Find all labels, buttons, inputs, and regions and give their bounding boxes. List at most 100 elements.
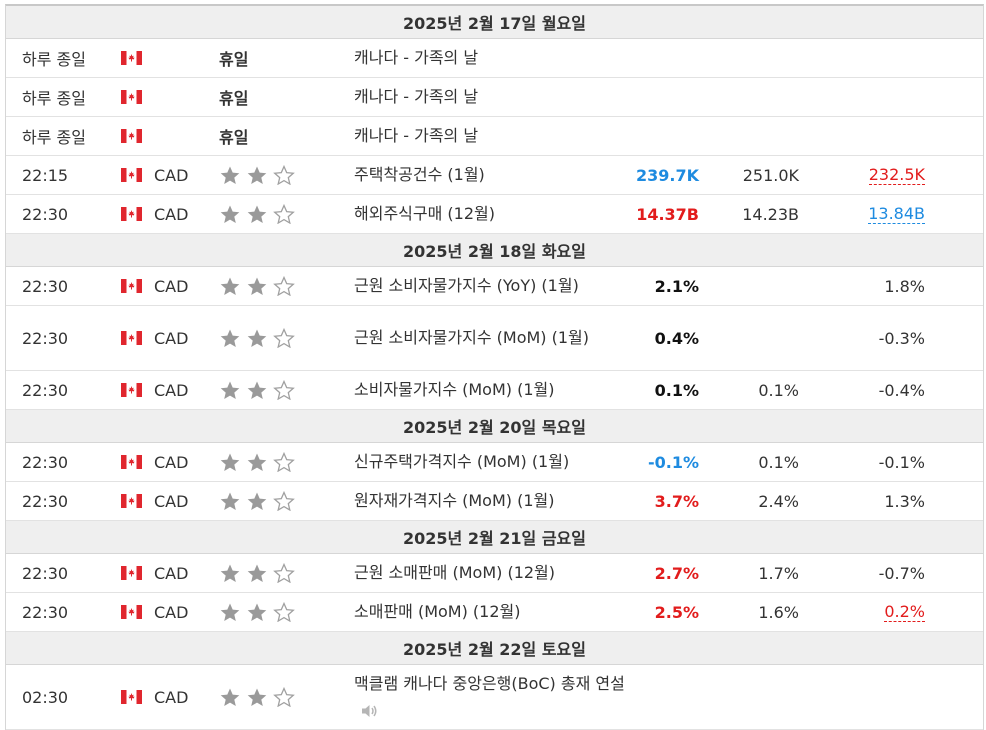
event-name[interactable]: 소비자물가지수 (MoM) (1월): [354, 371, 629, 409]
event-row[interactable]: 02:30 CAD 맥클램 캐나다 중앙은행(BoC) 총재 연설: [6, 665, 983, 730]
event-name-text[interactable]: 소매판매 (MoM) (12월): [354, 602, 521, 621]
event-row[interactable]: 22:30 CAD 해외주식구매 (12월) 14.37B 14.23B 13.84B: [6, 195, 983, 234]
actual-value-text: 239.7K: [635, 165, 699, 185]
actual-value: 2.7%: [606, 554, 699, 592]
canada-flag-icon: [121, 371, 145, 409]
previous-value: [806, 665, 925, 729]
event-name[interactable]: 신규주택가격지수 (MoM) (1월): [354, 443, 629, 481]
forecast-value: [706, 665, 799, 729]
importance-stars: [219, 306, 329, 370]
star-filled-icon: [219, 204, 241, 224]
previous-value-text[interactable]: 232.5K: [868, 164, 925, 185]
star-filled-icon: [219, 452, 241, 472]
event-name-text[interactable]: 근원 소매판매 (MoM) (12월): [354, 563, 556, 582]
star-filled-icon: [246, 276, 268, 296]
importance-stars: [219, 593, 329, 631]
previous-value: 0.2%: [806, 593, 925, 631]
event-name-text[interactable]: 맥클램 캐나다 중앙은행(BoC) 총재 연설: [354, 671, 629, 723]
speaker-icon: [354, 700, 378, 719]
star-filled-icon: [219, 563, 241, 583]
calendar-table: 2025년 2월 17일 월요일 하루 종일 휴일 캐나다 - 가족의 날 하루 종일 휴…: [5, 4, 984, 730]
actual-value-text: 14.37B: [636, 204, 699, 224]
event-row[interactable]: 22:15 CAD 주택착공건수 (1월) 239.7K 251.0K 232.5K: [6, 156, 983, 195]
star-empty-icon: [273, 328, 295, 348]
previous-value: -0.3%: [806, 306, 925, 370]
event-name[interactable]: 캐나다 - 가족의 날: [354, 78, 629, 116]
previous-value-text: 1.3%: [884, 491, 925, 511]
event-row[interactable]: 22:30 CAD 소비자물가지수 (MoM) (1월) 0.1% 0.1% -0.4%: [6, 371, 983, 410]
forecast-value: 251.0K: [742, 165, 799, 185]
event-row[interactable]: 22:30 CAD 소매판매 (MoM) (12월) 2.5% 1.6% 0.2%: [6, 593, 983, 632]
event-time: 22:30: [22, 602, 69, 622]
event-time: 22:15: [22, 165, 69, 185]
event-row[interactable]: 22:30 CAD 신규주택가격지수 (MoM) (1월) -0.1% 0.1% -0.1…: [6, 443, 983, 482]
event-row[interactable]: 하루 종일 휴일 캐나다 - 가족의 날: [6, 117, 983, 156]
event-name-text[interactable]: 신규주택가격지수 (MoM) (1월): [354, 452, 570, 471]
previous-value-text: -0.4%: [878, 380, 925, 400]
canada-flag-icon: [121, 482, 145, 520]
star-filled-icon: [219, 602, 241, 622]
event-name-text[interactable]: 캐나다 - 가족의 날: [354, 126, 479, 145]
star-empty-icon: [273, 165, 295, 185]
event-row[interactable]: 하루 종일 휴일 캐나다 - 가족의 날: [6, 78, 983, 117]
event-name[interactable]: 해외주식구매 (12월): [354, 195, 629, 233]
event-name[interactable]: 소매판매 (MoM) (12월): [354, 593, 629, 631]
previous-value: 1.3%: [806, 482, 925, 520]
star-empty-icon: [273, 602, 295, 622]
event-name[interactable]: 근원 소매판매 (MoM) (12월): [354, 554, 629, 592]
event-name-text[interactable]: 주택착공건수 (1월): [354, 165, 485, 184]
event-row[interactable]: 22:30 CAD 근원 소매판매 (MoM) (12월) 2.7% 1.7% -0.7%: [6, 554, 983, 593]
actual-value-text: 2.1%: [654, 276, 699, 296]
event-name[interactable]: 캐나다 - 가족의 날: [354, 39, 629, 77]
canada-flag-icon: [121, 554, 145, 592]
previous-value-text: 1.8%: [884, 276, 925, 296]
event-name[interactable]: 캐나다 - 가족의 날: [354, 117, 629, 155]
star-empty-icon: [273, 380, 295, 400]
event-name-text[interactable]: 원자재가격지수 (MoM) (1월): [354, 491, 555, 510]
canada-flag-icon: [121, 117, 145, 155]
previous-value-text[interactable]: 0.2%: [884, 601, 925, 622]
event-name-text[interactable]: 캐나다 - 가족의 날: [354, 87, 479, 106]
previous-value-text: -0.7%: [878, 563, 925, 583]
event-row[interactable]: 22:30 CAD 근원 소비자물가지수 (MoM) (1월) 0.4% -0.3%: [6, 306, 983, 371]
star-filled-icon: [219, 491, 241, 511]
event-name-text[interactable]: 근원 소비자물가지수 (MoM) (1월): [354, 328, 590, 347]
event-name[interactable]: 근원 소비자물가지수 (YoY) (1월): [354, 267, 629, 305]
day-header: 2025년 2월 17일 월요일: [6, 6, 983, 39]
event-row[interactable]: 22:30 CAD 원자재가격지수 (MoM) (1월) 3.7% 2.4% 1.3%: [6, 482, 983, 521]
currency-code: CAD: [154, 687, 189, 707]
event-name[interactable]: 근원 소비자물가지수 (MoM) (1월): [354, 306, 629, 370]
importance-stars: [219, 443, 329, 481]
currency-code: CAD: [154, 452, 189, 472]
currency-code: CAD: [154, 204, 189, 224]
event-name[interactable]: 원자재가격지수 (MoM) (1월): [354, 482, 629, 520]
star-empty-icon: [273, 276, 295, 296]
previous-value: -0.1%: [806, 443, 925, 481]
currency-code: CAD: [154, 165, 189, 185]
star-empty-icon: [273, 452, 295, 472]
canada-flag-icon: [121, 443, 145, 481]
previous-value-text[interactable]: 13.84B: [868, 203, 925, 224]
actual-value: 3.7%: [606, 482, 699, 520]
importance-stars: [219, 156, 329, 194]
event-name[interactable]: 주택착공건수 (1월): [354, 156, 629, 194]
previous-value: -0.7%: [806, 554, 925, 592]
actual-value-text: 0.1%: [654, 380, 699, 400]
currency-code: CAD: [154, 380, 189, 400]
event-row[interactable]: 하루 종일 휴일 캐나다 - 가족의 날: [6, 39, 983, 78]
star-filled-icon: [246, 328, 268, 348]
event-name-text[interactable]: 근원 소비자물가지수 (YoY) (1월): [354, 276, 579, 295]
event-row[interactable]: 22:30 CAD 근원 소비자물가지수 (YoY) (1월) 2.1% 1.8%: [6, 267, 983, 306]
canada-flag-icon: [121, 267, 145, 305]
star-empty-icon: [273, 491, 295, 511]
event-name-text[interactable]: 소비자물가지수 (MoM) (1월): [354, 380, 555, 399]
actual-value-text: 0.4%: [654, 328, 699, 348]
canada-flag-icon: [121, 665, 145, 729]
event-name-text[interactable]: 해외주식구매 (12월): [354, 204, 495, 223]
actual-value: 2.5%: [606, 593, 699, 631]
currency-code: CAD: [154, 328, 189, 348]
event-name-text[interactable]: 캐나다 - 가족의 날: [354, 48, 479, 67]
star-filled-icon: [246, 491, 268, 511]
event-name[interactable]: 맥클램 캐나다 중앙은행(BoC) 총재 연설: [354, 665, 629, 729]
